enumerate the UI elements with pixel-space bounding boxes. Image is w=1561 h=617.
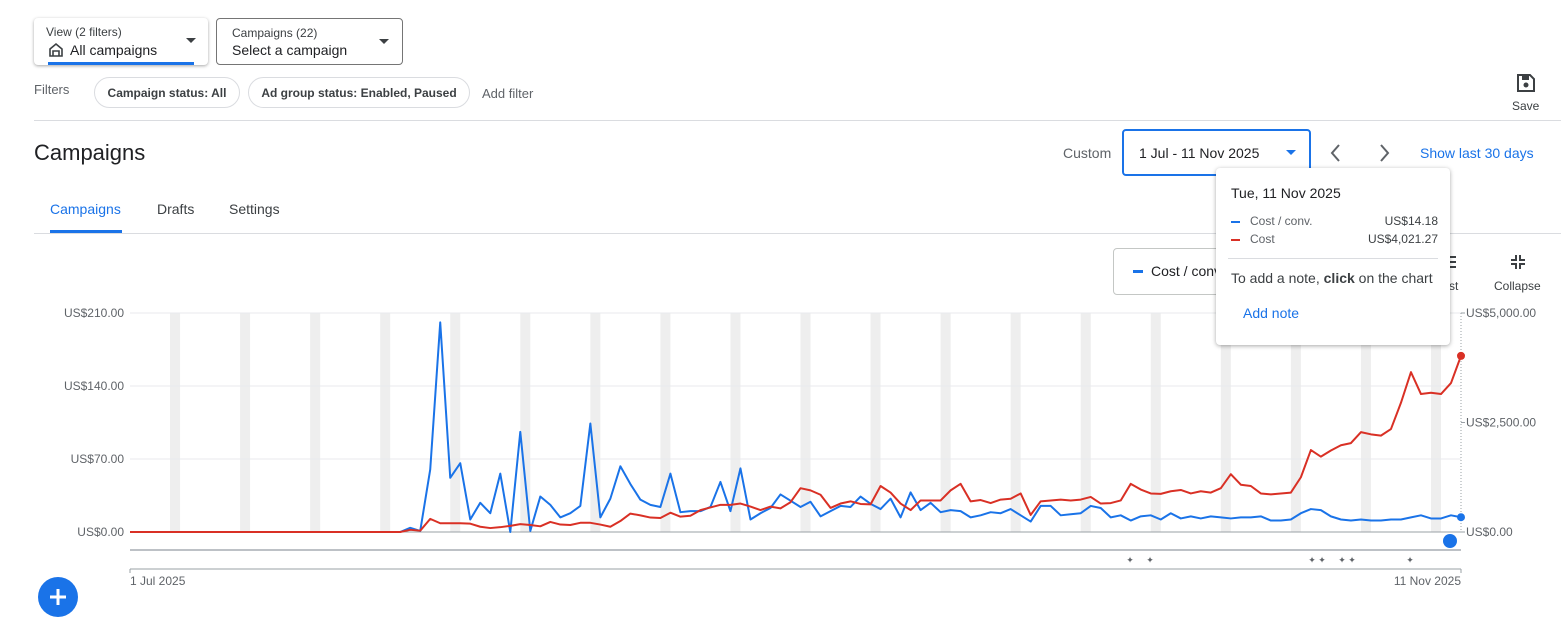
note-text: click bbox=[1323, 270, 1355, 286]
weekend-band bbox=[170, 313, 181, 532]
weekend-band bbox=[800, 313, 811, 532]
note-text: To add a note, bbox=[1231, 270, 1324, 286]
y-tick-label: US$140.00 bbox=[64, 379, 124, 393]
date-range: 1 Jul - 11 Nov 2025 bbox=[1139, 145, 1260, 161]
annotation-marker: ✦ bbox=[1338, 555, 1346, 565]
series-line bbox=[130, 355, 1462, 533]
weekend-band bbox=[380, 313, 391, 532]
filter-chip[interactable]: Ad group status: Enabled, Paused bbox=[248, 77, 470, 108]
divider bbox=[34, 233, 1561, 234]
dropdown-label: View (2 filters) bbox=[46, 25, 122, 39]
tooltip-swatch bbox=[1231, 221, 1240, 223]
annotation-marker: ✦ bbox=[1126, 555, 1134, 565]
tooltip-note: To add a note, click on the chart bbox=[1231, 270, 1433, 286]
tab-underline bbox=[50, 230, 122, 233]
weekend-band bbox=[660, 313, 671, 532]
annotation-marker: ✦ bbox=[1318, 555, 1326, 565]
save-label[interactable]: Save bbox=[1512, 99, 1540, 113]
tooltip-date: Tue, 11 Nov 2025 bbox=[1231, 185, 1341, 201]
navigator-handle bbox=[1443, 534, 1457, 548]
page: US$0.00 US$70.00 US$140.00 US$210.00 US$0.00… bbox=[34, 18, 1561, 617]
x-tick-label: 11 Nov 2025 bbox=[1394, 574, 1461, 588]
divider bbox=[1228, 258, 1438, 259]
y2-tick-label: US$0.00 bbox=[1466, 525, 1513, 539]
weekend-band bbox=[310, 313, 321, 532]
chart: US$0.00 US$70.00 US$140.00 US$210.00 US$0.00… bbox=[64, 306, 1536, 588]
weekend-band bbox=[870, 313, 881, 532]
save-icon[interactable] bbox=[1516, 73, 1536, 93]
tooltip: Tue, 11 Nov 2025 Cost / conv. US$14.18 C… bbox=[1216, 168, 1450, 345]
navigator-track bbox=[130, 549, 1461, 551]
tab[interactable]: Drafts bbox=[157, 201, 195, 217]
weekend-band bbox=[520, 313, 531, 532]
filter-chip[interactable]: Campaign status: All bbox=[94, 77, 240, 108]
annotation-marker: ✦ bbox=[1308, 555, 1316, 565]
y-tick-label: US$210.00 bbox=[64, 306, 124, 320]
weekend-band bbox=[590, 313, 601, 532]
collapse-label[interactable]: Collapse bbox=[1494, 279, 1541, 293]
annotation-marker: ✦ bbox=[1348, 555, 1356, 565]
weekend-band bbox=[1220, 313, 1231, 532]
weekend-band bbox=[450, 313, 461, 532]
weekend-band bbox=[940, 313, 951, 532]
note-text: on the chart bbox=[1354, 270, 1433, 286]
fab-button[interactable] bbox=[38, 577, 78, 617]
weekend-band bbox=[730, 313, 741, 532]
dropdown-label: Campaigns (22) bbox=[232, 26, 318, 40]
dropdown-value: All campaigns bbox=[70, 42, 158, 58]
campaign-dropdown[interactable]: Campaigns (22) Select a campaign bbox=[216, 18, 403, 65]
weekend-band bbox=[1290, 313, 1301, 532]
caret bbox=[379, 39, 389, 44]
metric-swatch bbox=[1133, 270, 1143, 273]
series-line bbox=[130, 321, 1462, 533]
end-point bbox=[1457, 513, 1465, 522]
tab[interactable]: Campaigns bbox=[50, 201, 121, 217]
metric-name: Cost / conv. bbox=[1151, 263, 1224, 279]
filters-label: Filters bbox=[34, 82, 70, 97]
divider bbox=[34, 120, 1561, 121]
weekend-band bbox=[1010, 313, 1021, 532]
caret bbox=[1286, 150, 1296, 155]
collapse-icon[interactable] bbox=[1511, 255, 1525, 269]
dropdown-value: Select a campaign bbox=[232, 42, 348, 58]
caret bbox=[186, 38, 196, 43]
tooltip-swatch bbox=[1231, 239, 1240, 241]
end-point bbox=[1457, 351, 1465, 360]
add-filter[interactable]: Add filter bbox=[482, 86, 534, 101]
annotation-marker: ✦ bbox=[1406, 555, 1414, 565]
plus-icon bbox=[50, 589, 66, 605]
active-underline bbox=[48, 62, 194, 65]
y-tick-label: US$0.00 bbox=[77, 525, 124, 539]
weekend-band bbox=[1150, 313, 1161, 532]
next-button[interactable] bbox=[1377, 144, 1391, 162]
weekend-band bbox=[1430, 313, 1441, 532]
weekend-band bbox=[1360, 313, 1371, 532]
view-dropdown[interactable]: View (2 filters) All campaigns bbox=[34, 18, 208, 65]
y2-tick-label: US$5,000.00 bbox=[1466, 306, 1536, 320]
add-note[interactable]: Add note bbox=[1243, 305, 1300, 321]
y-tick-label: US$70.00 bbox=[71, 452, 125, 466]
y2-tick-label: US$2,500.00 bbox=[1466, 416, 1536, 430]
weekend-band bbox=[1080, 313, 1091, 532]
prev-button[interactable] bbox=[1329, 144, 1343, 162]
annotation-marker: ✦ bbox=[1146, 555, 1154, 565]
page-title: Campaigns bbox=[34, 140, 146, 165]
weekend-band bbox=[240, 313, 251, 532]
tooltip-series: Cost / conv. bbox=[1250, 214, 1313, 228]
tooltip-series: Cost bbox=[1250, 232, 1275, 246]
x-tick-label: 1 Jul 2025 bbox=[130, 574, 186, 588]
tab[interactable]: Settings bbox=[229, 201, 280, 217]
date-mode: Custom bbox=[1063, 145, 1112, 161]
home-icon bbox=[49, 42, 63, 57]
tooltip-value: US$4,021.27 bbox=[1367, 232, 1438, 246]
show-last-link[interactable]: Show last 30 days bbox=[1420, 145, 1534, 161]
tooltip-value: US$14.18 bbox=[1384, 214, 1438, 228]
